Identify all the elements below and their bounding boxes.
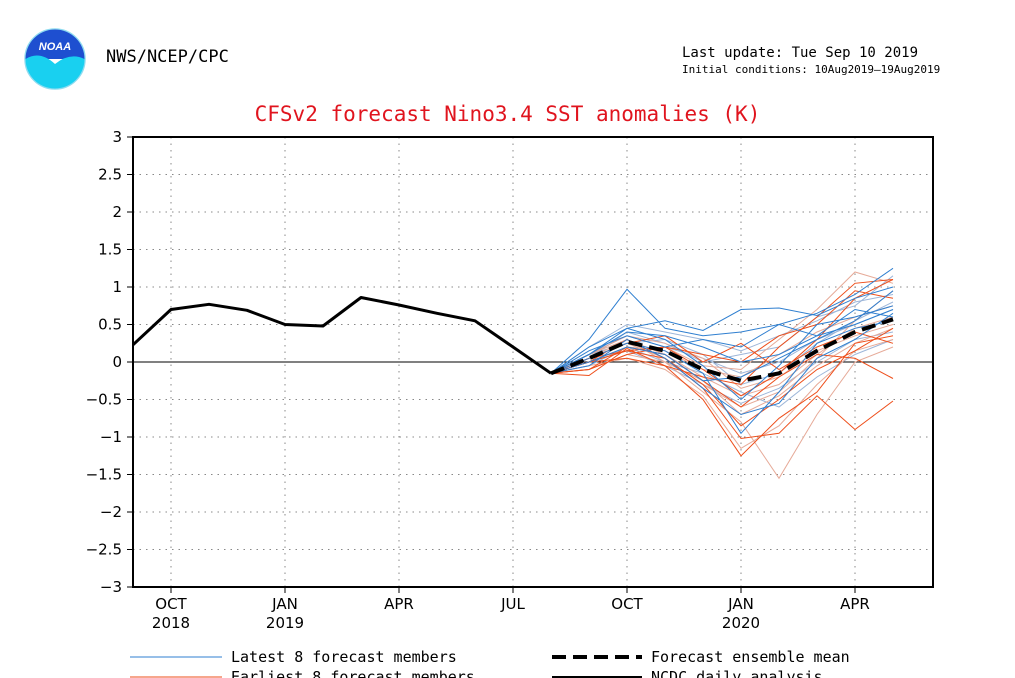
- earliest-member-line: [550, 279, 894, 386]
- initial-conditions-text: Initial conditions: 10Aug2019–19Aug2019: [682, 63, 941, 76]
- legend-label-mean: Forecast ensemble mean: [651, 648, 850, 666]
- noaa-logo-text: NOAA: [39, 41, 71, 53]
- last-update-text: Last update: Tue Sep 10 2019: [682, 45, 919, 61]
- x-tick-year-label: 2019: [266, 614, 304, 632]
- y-tick-label: 1.5: [98, 241, 122, 259]
- y-tick-label: 1: [112, 278, 122, 296]
- y-tick-label: 0.5: [98, 316, 122, 334]
- noaa-logo: NOAA: [24, 28, 86, 90]
- legend-label-latest: Latest 8 forecast members: [231, 648, 457, 666]
- earliest-member-line: [550, 346, 894, 408]
- latest-member-line: [550, 290, 894, 382]
- y-tick-label: 0: [112, 353, 122, 371]
- x-tick-label: OCT: [155, 595, 187, 613]
- latest-member-line: [550, 308, 894, 374]
- x-tick-label: APR: [840, 595, 870, 613]
- legend-label-observed: NCDC daily analysis: [651, 668, 823, 678]
- observed-line: [131, 296, 552, 375]
- x-tick-label: JUL: [500, 595, 525, 613]
- y-tick-label: 3: [112, 128, 122, 146]
- x-tick-label: JAN: [271, 595, 298, 613]
- y-tick-label: −3: [100, 578, 122, 596]
- earliest-member-line: [550, 350, 894, 440]
- latest-member-line: [550, 312, 894, 416]
- x-tick-year-label: 2020: [722, 614, 760, 632]
- latest-member-line: [550, 286, 894, 374]
- x-tick-label: JAN: [727, 595, 754, 613]
- ensemble-mean-line: [550, 317, 894, 383]
- y-tick-label: −1: [100, 428, 122, 446]
- y-tick-label: −2.5: [86, 541, 122, 559]
- organization-label: NWS/NCEP/CPC: [106, 47, 229, 67]
- y-tick-label: −0.5: [86, 391, 122, 409]
- y-tick-label: 2: [112, 203, 122, 221]
- legend-label-earliest: Earliest 8 forecast members: [231, 668, 475, 678]
- y-tick-label: −2: [100, 503, 122, 521]
- latest-member-line: [550, 305, 894, 401]
- chart-title: CFSv2 forecast Nino3.4 SST anomalies (K): [254, 102, 761, 126]
- x-tick-label: APR: [384, 595, 414, 613]
- y-tick-label: 2.5: [98, 166, 122, 184]
- x-tick-year-label: 2018: [152, 614, 190, 632]
- y-tick-label: −1.5: [86, 466, 122, 484]
- x-tick-label: OCT: [611, 595, 643, 613]
- latest-member-line: [550, 267, 894, 374]
- member-line: [550, 327, 894, 416]
- latest-member-line: [550, 320, 894, 435]
